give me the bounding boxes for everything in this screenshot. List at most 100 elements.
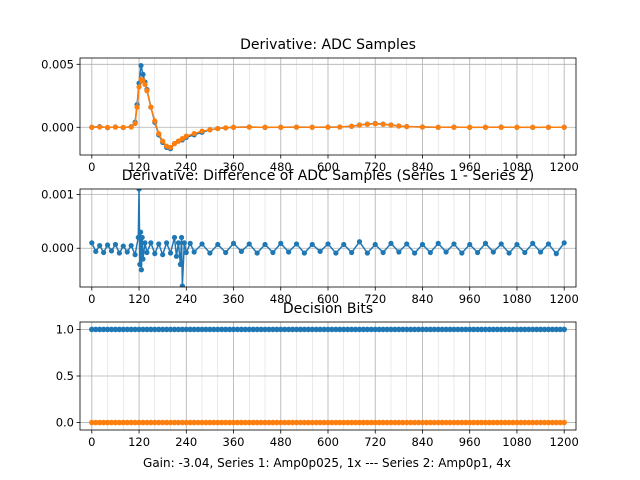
data-point [356,122,363,128]
data-point [140,256,146,262]
data-point [364,419,371,426]
data-point [262,419,268,426]
x-tick-label: 1080 [502,292,531,306]
data-point [541,326,548,333]
data-point [309,419,316,426]
x-tick-label: 480 [270,160,292,174]
data-point [553,251,559,257]
data-point [136,419,142,426]
data-point [439,419,445,426]
data-point [561,124,567,130]
data-point [301,419,308,426]
data-point [167,326,174,333]
data-point [396,249,402,255]
data-point [104,242,111,248]
data-point [313,326,319,333]
data-point [462,419,469,426]
data-point [148,104,154,110]
subplot-1: 0 120 240 360 480 600 720 840 960 1080 1200 0.000 0.… [41,37,579,174]
data-point [92,419,99,426]
data-point [415,419,422,426]
data-point [498,241,504,247]
data-point [120,243,126,249]
data-point [175,326,182,333]
x-tick-label: 0 [88,292,95,306]
data-point [281,326,288,333]
data-point [203,326,209,333]
data-point [364,326,371,333]
data-point [352,326,359,333]
data-point [112,419,119,426]
data-point [246,326,253,333]
data-point [533,326,540,333]
data-point [522,419,528,426]
data-point [344,326,351,333]
data-point [140,71,146,77]
x-tick-label: 120 [128,292,150,306]
y-tick-label: 1.0 [56,322,74,336]
data-point [132,326,138,333]
data-point [175,240,182,246]
data-point [541,419,548,426]
data-point [360,419,367,426]
data-point [553,326,560,333]
data-point [423,419,430,426]
data-point [435,326,442,333]
data-point [124,419,131,426]
data-point [258,326,264,333]
data-point [380,326,386,333]
x-tick-label: 1080 [502,160,531,174]
x-tick-label: 720 [364,435,386,449]
data-point [207,127,213,133]
subplot-3: 0 120 240 360 480 600 720 840 960 1080 1200 0.0 0.5 1… [56,301,579,449]
data-point [238,326,245,333]
data-point [218,326,225,333]
data-point [470,419,477,426]
data-point [156,130,162,137]
data-point [356,239,363,245]
data-point [183,133,189,139]
x-tick-label: 840 [411,160,433,174]
data-point [136,189,142,192]
data-point [177,261,183,267]
data-point [474,419,481,426]
data-point [435,240,441,246]
data-point [364,121,370,127]
data-point [270,419,276,426]
data-point [164,143,170,149]
x-tick-label: 240 [175,160,197,174]
data-point [179,283,185,287]
data-point [419,419,426,426]
data-point [530,240,536,246]
data-point [148,240,154,246]
data-point [97,242,103,249]
series-series-1 [89,326,567,333]
data-point [142,81,148,88]
data-point [419,241,426,248]
data-point [262,124,268,130]
data-point [266,419,272,426]
data-point [486,326,493,333]
data-point [289,326,296,333]
data-point [164,240,170,246]
x-tick-label: 1200 [550,160,579,174]
data-point [262,241,268,248]
data-point [388,240,394,246]
data-point [557,326,564,333]
x-tick-label: 120 [128,160,150,174]
data-point [553,419,560,426]
data-point [297,326,304,333]
data-point [474,326,481,333]
x-tick-label: 600 [317,435,339,449]
data-point [494,326,501,333]
data-point [120,326,127,333]
data-point [191,249,197,255]
data-point [250,419,257,426]
x-tick-label: 720 [364,160,386,174]
data-point [482,240,489,246]
data-point [388,122,394,128]
data-point [222,419,229,426]
data-point [372,241,378,248]
data-point [151,326,158,333]
